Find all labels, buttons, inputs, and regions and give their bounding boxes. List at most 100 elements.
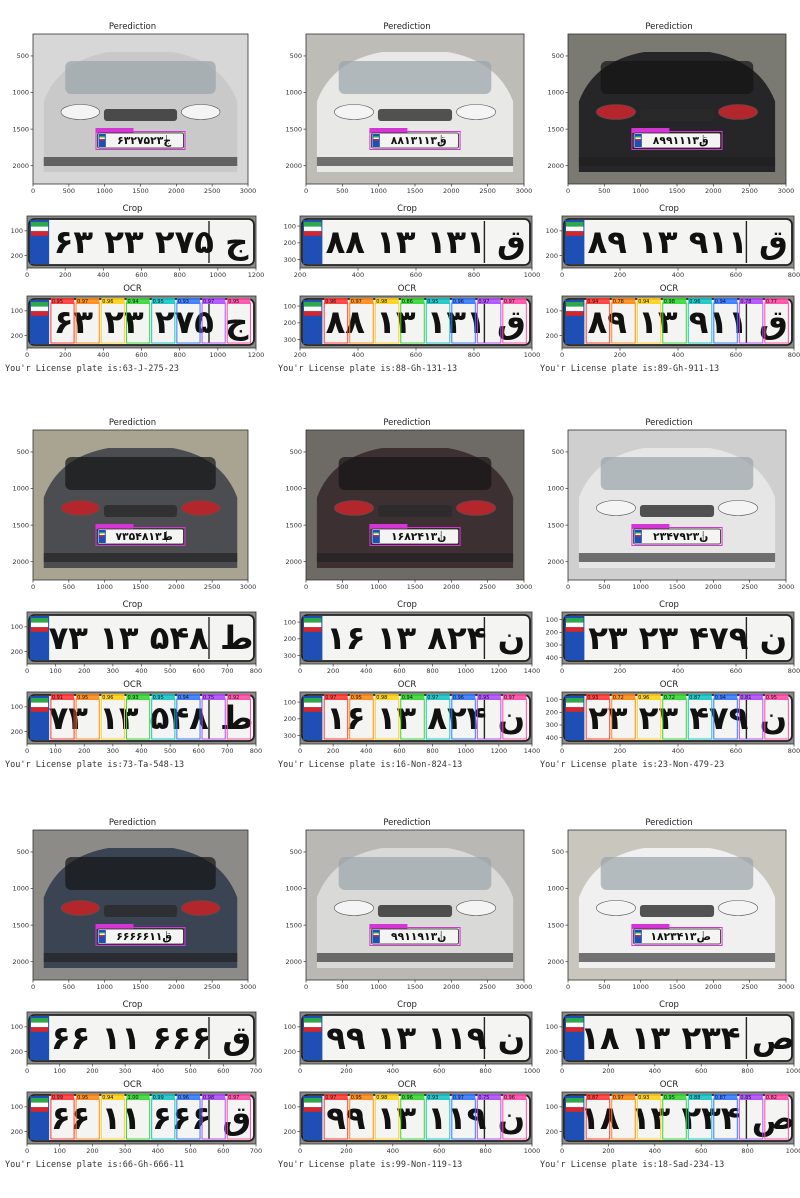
crop-title: Crop bbox=[122, 1000, 143, 1010]
ocr-char-box: 0.78 bbox=[738, 298, 764, 344]
prediction-y-tick: 500 bbox=[17, 52, 29, 60]
detection-box bbox=[631, 131, 723, 150]
crop-axes: ۶۶ ق ۶۶۶ ۱۱ 0 100 200 300 400 500 600 700 100 200 bbox=[11, 1011, 262, 1075]
ocr-plate: ۹۹ ن ۱۱۹ ۱۳ bbox=[301, 1094, 531, 1142]
prediction-y-tick: 1500 bbox=[285, 921, 302, 929]
ocr-score: 0.95 bbox=[77, 695, 88, 701]
result-panel-6: Perediction ۲۳ن۴۷۹۲۳ 0 500 1000 1500 2000 2500 3… bbox=[540, 418, 800, 798]
crop-x-tick: 500 bbox=[184, 1067, 196, 1075]
crop-x-tick: 400 bbox=[152, 1067, 164, 1075]
ocr-char-box: 0.75 bbox=[201, 694, 226, 740]
prediction-axes: ۲۳ن۴۷۹۲۳ 0 500 1000 1500 2000 2500 3000 500 1000 1… bbox=[547, 429, 794, 591]
crop-axes: ۸۸ ق ۱۳۱ ۱۳ 200 400 600 800 1000 100 200 300 bbox=[284, 215, 540, 279]
cropped-plate-number: ۸۸ ق ۱۳۱ ۱۳ bbox=[326, 223, 526, 261]
ocr-char-box: 0.97 bbox=[201, 298, 226, 344]
prediction-y-tick: 500 bbox=[552, 52, 564, 60]
crop-x-tick: 200 bbox=[602, 1067, 614, 1075]
car-photo bbox=[33, 430, 248, 580]
car-photo bbox=[306, 830, 524, 980]
cropped-plate-number: ۷۳ ط ۵۴۸ ۱۳ bbox=[49, 619, 254, 657]
prediction-y-tick: 1000 bbox=[547, 89, 564, 97]
ocr-score: 0.72 bbox=[664, 695, 675, 701]
ocr-char-box: 0.93 bbox=[125, 694, 151, 740]
prediction-title: Perediction bbox=[108, 418, 157, 428]
ocr-char-box: 0.94 bbox=[585, 298, 611, 344]
car-photo bbox=[568, 830, 786, 980]
crop-x-tick: 100 bbox=[54, 1067, 66, 1075]
ocr-x-tick: 200 bbox=[614, 351, 626, 359]
prediction-y-tick: 2000 bbox=[547, 958, 564, 966]
ocr-x-tick: 0 bbox=[25, 351, 29, 359]
ocr-score: 0.98 bbox=[376, 299, 387, 305]
ocr-char-box: 0.97 bbox=[349, 298, 374, 344]
crop-x-tick: 300 bbox=[107, 667, 119, 675]
ocr-score: 0.95 bbox=[153, 299, 164, 305]
prediction-y-tick: 500 bbox=[552, 848, 564, 856]
prediction-y-tick: 1000 bbox=[547, 885, 564, 893]
license-plate-result: You'r License plate is:73-Ta-548-13 bbox=[5, 760, 185, 770]
prediction-x-tick: 0 bbox=[304, 983, 308, 991]
ocr-y-tick: 400 bbox=[546, 734, 558, 742]
car-photo bbox=[568, 430, 786, 580]
crop-x-tick: 800 bbox=[250, 667, 262, 675]
crop-x-tick: 200 bbox=[86, 1067, 98, 1075]
predicted-plate-number: ۸۹ق۹۱۱۱۳ bbox=[653, 134, 709, 147]
prediction-y-tick: 2000 bbox=[547, 162, 564, 170]
crop-y-tick: 300 bbox=[546, 641, 558, 649]
result-panel-2: Perediction ۸۸ق۱۳۱۱۳ 0 500 1000 1500 2000 2500 3… bbox=[278, 22, 540, 402]
prediction-y-tick: 1500 bbox=[547, 521, 564, 529]
crop-y-tick: 200 bbox=[284, 1048, 296, 1056]
prediction-axes: ۷۳ط۵۴۸۱۳ 0 500 1000 1500 2000 2500 3000 500 1000 1… bbox=[12, 429, 256, 591]
ocr-char-box: 0.95 bbox=[75, 694, 100, 740]
detection-label-bg bbox=[369, 128, 408, 133]
ocr-score: 0.82 bbox=[766, 1095, 777, 1101]
ocr-y-tick: 100 bbox=[284, 698, 296, 706]
crop-x-tick: 800 bbox=[741, 1067, 753, 1075]
ocr-char-box: 0.95 bbox=[349, 1094, 374, 1140]
ocr-x-tick: 200 bbox=[59, 351, 71, 359]
crop-x-tick: 0 bbox=[560, 1067, 564, 1075]
ocr-char-box: 0.96 bbox=[502, 1094, 527, 1140]
crop-x-tick: 400 bbox=[672, 271, 684, 279]
prediction-x-tick: 1500 bbox=[669, 187, 686, 195]
ocr-char-box: 0.97 bbox=[502, 694, 527, 740]
prediction-x-tick: 3000 bbox=[778, 583, 795, 591]
ocr-x-tick: 0 bbox=[25, 747, 29, 755]
ocr-char-box: 0.94 bbox=[713, 298, 738, 344]
prediction-title: Perediction bbox=[383, 818, 431, 828]
crop-axes: ۸۹ ق ۹۱۱ ۱۳ 0 200 400 600 800 100 200 bbox=[546, 215, 800, 279]
ocr-score: 0.97 bbox=[504, 695, 515, 701]
crop-x-tick: 200 bbox=[294, 271, 306, 279]
ocr-y-tick: 300 bbox=[284, 336, 296, 344]
prediction-x-tick: 500 bbox=[598, 983, 610, 991]
crop-y-tick: 100 bbox=[284, 1023, 296, 1031]
ocr-score: 0.97 bbox=[77, 299, 88, 305]
ocr-y-tick: 200 bbox=[284, 1128, 296, 1136]
ocr-char-box: 0.94 bbox=[100, 1094, 125, 1140]
ocr-score: 0.97 bbox=[203, 299, 214, 305]
prediction-title: Perediction bbox=[645, 818, 693, 828]
ocr-char-box: 0.98 bbox=[201, 1094, 226, 1140]
ocr-char-box: 0.96 bbox=[636, 694, 662, 740]
ocr-char-box: 0.98 bbox=[374, 694, 400, 740]
crop-x-tick: 0 bbox=[560, 271, 564, 279]
ocr-char-box: 1.00 bbox=[125, 1094, 151, 1140]
ocr-y-tick: 100 bbox=[11, 307, 23, 315]
ocr-title: OCR bbox=[397, 284, 417, 294]
ocr-y-tick: 300 bbox=[284, 732, 296, 740]
ocr-x-tick: 600 bbox=[217, 1147, 229, 1155]
ocr-x-tick: 800 bbox=[741, 1147, 753, 1155]
prediction-y-tick: 1500 bbox=[285, 521, 302, 529]
prediction-x-tick: 1000 bbox=[96, 187, 113, 195]
cropped-plate: ۸۹ ق ۹۱۱ ۱۳ bbox=[563, 218, 793, 266]
prediction-x-tick: 1000 bbox=[632, 583, 649, 591]
ocr-score: 0.95 bbox=[427, 299, 438, 305]
prediction-x-tick: 2000 bbox=[168, 187, 185, 195]
crop-y-tick: 200 bbox=[11, 648, 23, 656]
predicted-plate-number: ۸۸ق۱۳۱۱۳ bbox=[391, 134, 447, 147]
prediction-y-tick: 1000 bbox=[285, 885, 302, 893]
prediction-x-tick: 1500 bbox=[669, 983, 686, 991]
ocr-score: 0.94 bbox=[127, 299, 138, 305]
ocr-x-tick: 500 bbox=[184, 1147, 196, 1155]
ocr-y-tick: 200 bbox=[546, 1128, 558, 1136]
